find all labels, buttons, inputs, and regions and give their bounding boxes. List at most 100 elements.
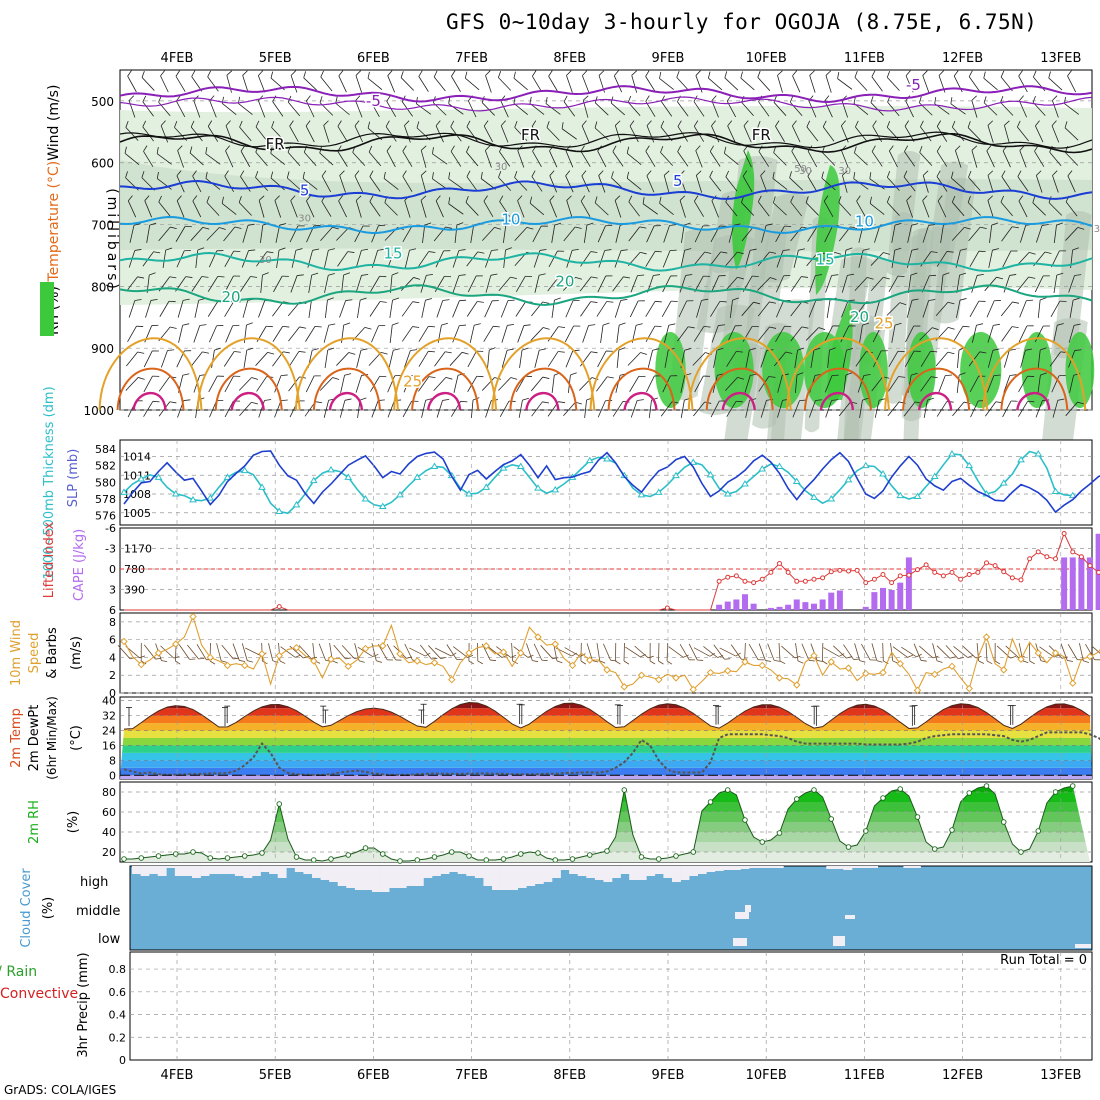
wind-barb-staff xyxy=(418,76,429,92)
surface-wind-barb-flag xyxy=(140,660,147,665)
wind-barb-staff xyxy=(288,376,300,392)
cloud-high-bar xyxy=(552,866,561,878)
wind-barb-flag xyxy=(679,195,686,201)
wind-barb-staff xyxy=(629,125,639,143)
wind-barb xyxy=(775,120,785,142)
wind-barb xyxy=(335,96,350,116)
wind-barb-staff xyxy=(956,275,960,293)
wind-barb xyxy=(162,247,173,268)
wind-barb-flag xyxy=(590,301,598,303)
wind-barb xyxy=(760,170,768,193)
wind-barb-flag xyxy=(1026,325,1034,327)
wind-barb-staff xyxy=(580,151,591,167)
wind-barb-staff xyxy=(465,202,479,216)
li-point xyxy=(802,578,808,584)
surface-wind-barb xyxy=(758,643,772,662)
wind-barb-staff xyxy=(970,400,979,418)
wind-barb-staff xyxy=(255,126,268,142)
wind-barb xyxy=(226,70,233,93)
wind-barb-flag xyxy=(332,377,340,380)
wind-barb-staff xyxy=(777,75,783,93)
wind-barb-flag xyxy=(448,97,451,104)
wind-barb xyxy=(371,224,386,243)
cape-bar xyxy=(802,602,809,610)
wind-barb xyxy=(224,170,235,193)
wind-barb-flag xyxy=(143,145,148,152)
wind-barb-staff xyxy=(807,150,818,168)
wind-barb-flag xyxy=(652,348,660,351)
wind-barb-staff xyxy=(551,225,556,243)
wind-barb-staff xyxy=(418,251,430,267)
thickness-line-point xyxy=(516,462,525,469)
wind-barb xyxy=(626,146,642,166)
wind-barb xyxy=(1052,95,1059,118)
cloud-high-bar xyxy=(740,866,750,869)
wind-barb-flag xyxy=(461,351,469,355)
wind-barb-staff xyxy=(547,351,559,367)
cloud-high-bar xyxy=(474,866,484,878)
wind-barb-flag xyxy=(1033,70,1037,78)
wind-barb-staff xyxy=(421,400,427,418)
surface-wind-barb xyxy=(241,643,253,663)
wind-barb-flag xyxy=(1018,70,1023,77)
wind-barb-staff xyxy=(1020,350,1026,368)
wind-barb xyxy=(583,222,594,243)
wind-barb-flag xyxy=(627,95,632,103)
wind-barb-flag xyxy=(769,326,777,329)
wind-barb-flag xyxy=(976,323,984,326)
surface-wind-barb-flag xyxy=(279,660,286,664)
wind-barb xyxy=(629,300,645,318)
rh-legend-swatch xyxy=(40,282,54,336)
wind-barb xyxy=(323,120,330,143)
wind-barb-flag xyxy=(1025,348,1033,351)
wind-barb xyxy=(383,171,399,190)
rh-point xyxy=(1018,849,1024,855)
wind-barb-staff xyxy=(936,251,948,267)
wind-barb-staff xyxy=(579,276,592,292)
cloud-high-bar xyxy=(380,866,390,892)
wind-barb-flag xyxy=(234,351,241,353)
wind-barb-staff xyxy=(874,400,880,418)
wind-barb xyxy=(580,195,591,218)
wind-barb xyxy=(206,195,220,216)
wind-barb xyxy=(354,120,364,143)
surface-wind-barb-flag xyxy=(239,660,246,662)
wind-barb-flag xyxy=(1059,300,1067,302)
wind-barb-staff xyxy=(534,350,540,368)
rh-point xyxy=(241,853,248,859)
surface-wind-barb-flag xyxy=(615,660,621,665)
wind-barb-flag xyxy=(312,248,320,251)
wind-barb-staff xyxy=(324,275,329,293)
wind-barb-flag xyxy=(913,350,921,352)
wind-barb-flag xyxy=(167,349,175,351)
wind-barb-flag xyxy=(945,374,952,377)
surface-wind-barb-staff xyxy=(446,644,458,660)
wind-barb-staff xyxy=(1035,175,1043,193)
surface-wind-barb-flag xyxy=(221,660,227,663)
wind-barb xyxy=(532,225,548,243)
wind-barb-flag xyxy=(898,376,906,378)
wind-barb-flag xyxy=(590,251,598,253)
wind-barb-staff xyxy=(517,200,525,218)
wind-barb-flag xyxy=(1035,120,1040,127)
wind-barb-staff xyxy=(404,250,410,268)
thickness-line-point xyxy=(792,477,801,484)
cloud-high-bar xyxy=(852,866,861,868)
wind-barb-staff xyxy=(305,125,315,143)
wind-barb xyxy=(987,348,1000,368)
wind-barb-flag xyxy=(239,120,243,128)
surface-wind-barb-staff xyxy=(241,643,248,661)
wind-barb-staff xyxy=(775,126,785,142)
wind-barb xyxy=(789,95,803,117)
wind-barb-staff xyxy=(387,375,396,393)
wind-barb-staff xyxy=(502,225,507,243)
wind-barb-staff xyxy=(320,76,333,92)
wind-barb-flag xyxy=(483,195,488,202)
isotherm-25-arc xyxy=(491,337,596,411)
wind-barb xyxy=(482,226,502,241)
wind-barb xyxy=(404,248,417,268)
li-point xyxy=(932,569,938,575)
thickness-line-point xyxy=(913,492,922,499)
wind-barb xyxy=(843,247,853,268)
wind-barb xyxy=(451,70,461,92)
